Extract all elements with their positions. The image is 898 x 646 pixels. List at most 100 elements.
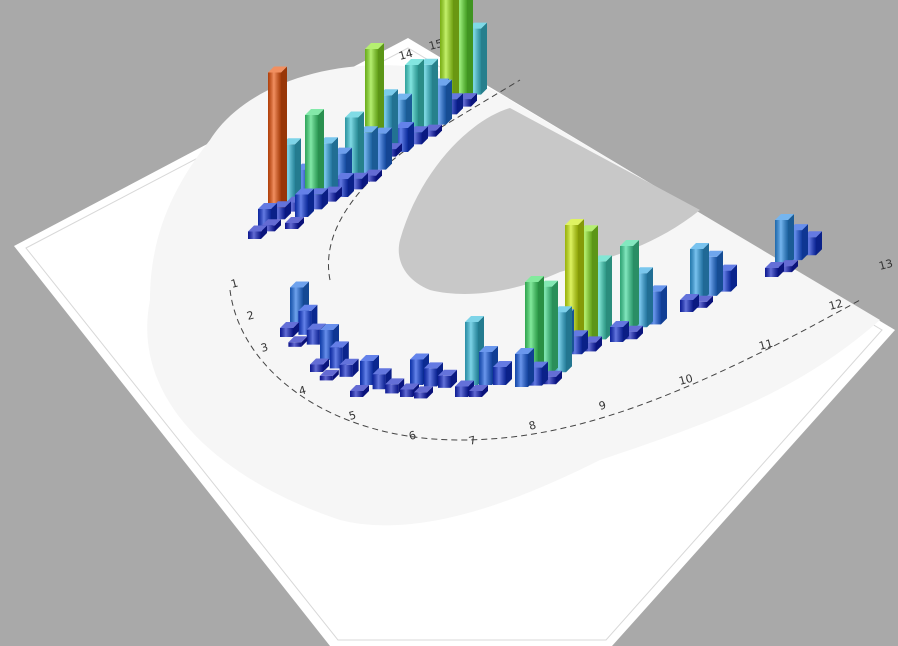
bar-top bbox=[319, 369, 339, 376]
bar-shading bbox=[310, 364, 323, 372]
bar-side bbox=[392, 89, 398, 153]
bar-side bbox=[582, 330, 588, 355]
bar-section-16 bbox=[775, 214, 794, 265]
tick-label: 2 bbox=[245, 309, 255, 323]
bar-side bbox=[318, 109, 324, 205]
bar-side bbox=[596, 336, 602, 352]
bar-section-15 bbox=[680, 294, 699, 312]
bar-side bbox=[376, 169, 382, 182]
bar-side bbox=[707, 295, 713, 308]
bar-side bbox=[457, 93, 463, 115]
tick-label: 8 bbox=[527, 419, 537, 433]
bar-top bbox=[360, 355, 379, 361]
bar-section-9 bbox=[360, 355, 379, 385]
bar-side bbox=[578, 219, 584, 345]
tick-label: 9 bbox=[597, 399, 607, 413]
bar-side bbox=[446, 79, 452, 125]
bar-top bbox=[620, 240, 639, 246]
bar-top bbox=[329, 341, 349, 348]
bar-shading bbox=[469, 391, 482, 397]
bar-shading bbox=[350, 391, 363, 397]
bar-side bbox=[332, 137, 338, 198]
bar-top bbox=[298, 304, 318, 311]
bar-top bbox=[469, 385, 488, 391]
bar-top bbox=[479, 346, 498, 352]
bar-top bbox=[465, 316, 484, 322]
bar-shading bbox=[288, 342, 302, 347]
bar-section-2 bbox=[295, 188, 314, 217]
bar-side bbox=[281, 66, 287, 215]
bar-side bbox=[703, 243, 709, 300]
bar-top bbox=[525, 276, 544, 282]
tick-label: 6 bbox=[407, 429, 417, 443]
bar-shading bbox=[775, 220, 788, 265]
bar-shading bbox=[465, 322, 478, 385]
bar-shading bbox=[680, 300, 693, 312]
bar-side bbox=[363, 385, 369, 397]
bar-top bbox=[280, 322, 299, 328]
bar-section-9 bbox=[385, 378, 405, 394]
bar-section-16 bbox=[765, 262, 784, 277]
bar-side bbox=[362, 172, 368, 190]
bar-section-9 bbox=[350, 385, 369, 397]
bar-section-12 bbox=[525, 276, 544, 375]
bar-section-11 bbox=[469, 385, 488, 397]
bar-shading bbox=[385, 384, 399, 394]
bar-side bbox=[542, 361, 548, 386]
bar-side bbox=[788, 214, 794, 265]
bar-side bbox=[386, 127, 392, 170]
bar-side bbox=[398, 378, 405, 394]
bar-section-12 bbox=[515, 348, 534, 387]
bar-side bbox=[528, 348, 534, 387]
bar-top bbox=[365, 43, 384, 49]
bar-shading bbox=[280, 328, 293, 337]
bar-section-11 bbox=[493, 361, 512, 385]
bar-top bbox=[775, 214, 794, 220]
bar-top bbox=[410, 353, 429, 360]
bar-shading bbox=[319, 375, 333, 381]
bar-shading bbox=[363, 175, 376, 182]
bar-side bbox=[298, 217, 304, 229]
bar-shading bbox=[268, 72, 281, 215]
bar-side bbox=[481, 22, 487, 95]
bar-shading bbox=[339, 364, 353, 377]
bar-shading bbox=[306, 329, 320, 345]
bar-side bbox=[637, 325, 643, 340]
bar-top bbox=[765, 262, 784, 268]
bar-side bbox=[816, 231, 822, 256]
bar-top bbox=[438, 369, 457, 376]
bar-side bbox=[778, 262, 784, 277]
bar-section-7 bbox=[288, 336, 308, 347]
bar-section-7 bbox=[280, 322, 299, 337]
bar-section-14 bbox=[610, 321, 629, 342]
bar-top bbox=[493, 361, 512, 367]
bar-top bbox=[295, 188, 314, 195]
bar-side bbox=[556, 370, 562, 385]
tick-label: 7 bbox=[467, 434, 477, 448]
bar-top bbox=[385, 378, 405, 385]
bar-side bbox=[293, 322, 299, 337]
bar-side bbox=[566, 306, 572, 373]
bar-section-15 bbox=[690, 243, 709, 300]
bar-side bbox=[606, 255, 612, 340]
bar-section-1 bbox=[268, 66, 287, 215]
bar-top bbox=[610, 321, 629, 327]
bar-side bbox=[323, 358, 329, 372]
bar-top bbox=[248, 225, 267, 232]
bar-side bbox=[372, 126, 378, 178]
bar-section-1 bbox=[248, 225, 267, 239]
tick-label: 13 bbox=[877, 257, 894, 273]
bar-shading bbox=[295, 194, 308, 217]
bar-shading bbox=[372, 374, 386, 390]
bar-shading bbox=[779, 266, 792, 273]
bar-shading bbox=[583, 342, 596, 352]
bar-shading bbox=[262, 225, 275, 232]
bar-side bbox=[792, 260, 798, 273]
bar-side bbox=[467, 0, 473, 103]
bar-side bbox=[717, 250, 723, 296]
bar-top bbox=[306, 323, 326, 330]
bar-top bbox=[285, 217, 304, 223]
bar-side bbox=[552, 280, 558, 374]
bar-side bbox=[358, 111, 364, 185]
